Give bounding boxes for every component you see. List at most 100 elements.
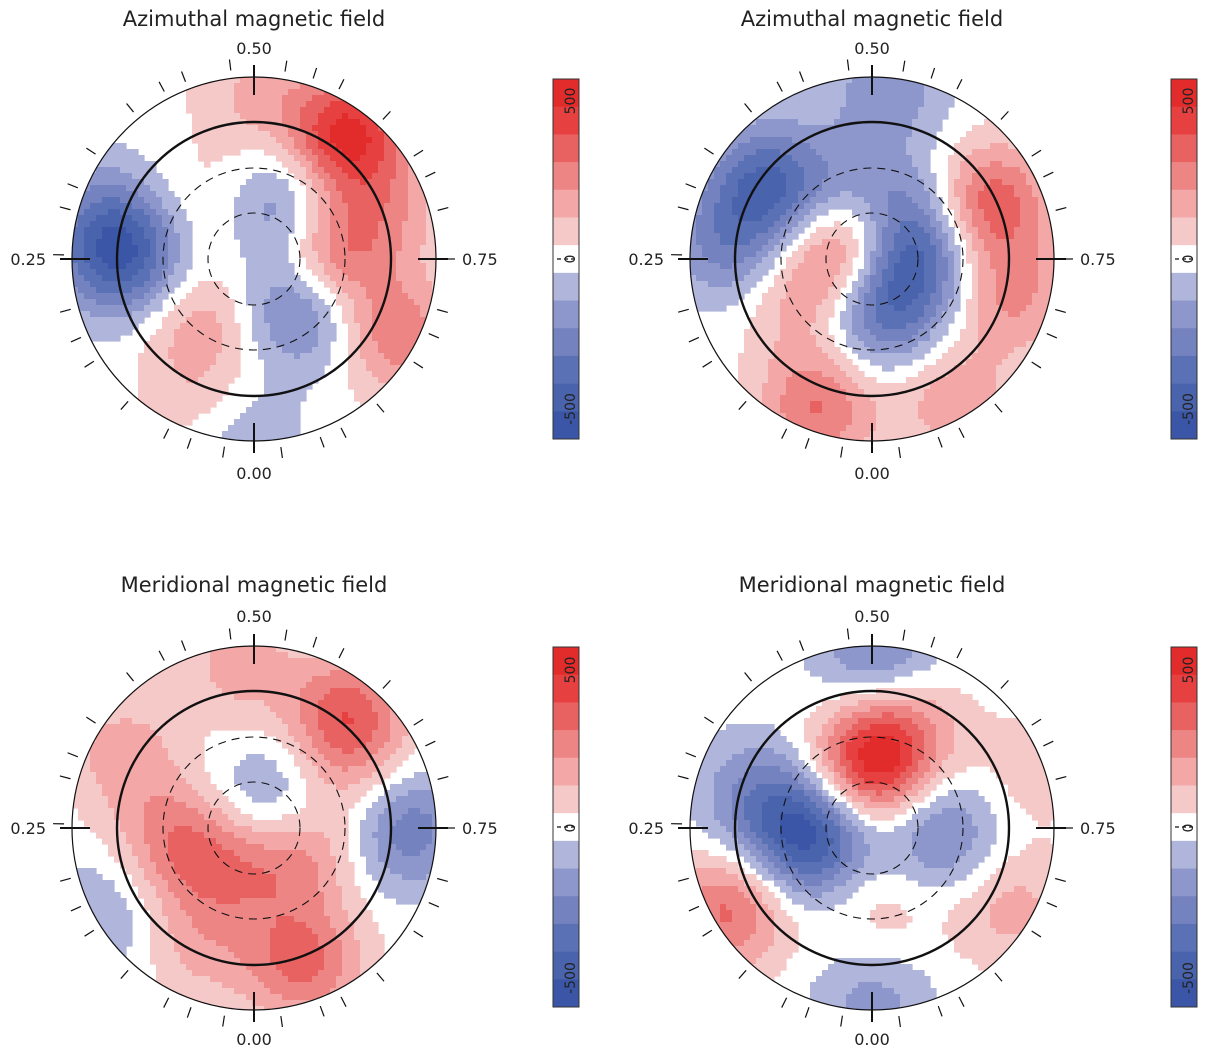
field-cell — [216, 95, 223, 102]
field-cell — [870, 245, 877, 252]
field-cell — [846, 131, 853, 138]
field-cell — [372, 239, 379, 246]
field-cell — [816, 149, 823, 156]
field-cell — [414, 257, 421, 264]
field-cell — [834, 107, 841, 114]
field-cell — [312, 359, 319, 366]
field-cell — [354, 275, 361, 282]
field-cell — [306, 113, 313, 120]
field-cell — [222, 347, 229, 354]
field-cell — [246, 95, 253, 102]
field-cell — [720, 185, 727, 192]
phase-tick — [312, 67, 318, 79]
field-cell — [114, 329, 121, 336]
field-cell — [114, 299, 121, 306]
field-cell — [792, 251, 799, 258]
field-cell — [102, 287, 109, 294]
field-cell — [936, 89, 943, 96]
field-cell — [690, 227, 697, 234]
field-cell — [972, 335, 979, 342]
field-cell — [252, 83, 259, 90]
field-cell — [948, 383, 955, 390]
field-cell — [1038, 221, 1045, 228]
field-cell — [942, 287, 949, 294]
field-cell — [1032, 323, 1039, 330]
field-cell — [90, 329, 97, 336]
field-cell — [918, 131, 925, 138]
field-cell — [294, 101, 301, 108]
field-cell — [786, 101, 793, 108]
field-cell — [162, 275, 169, 282]
field-cell — [258, 77, 265, 84]
field-cell — [300, 395, 307, 402]
field-cell — [90, 203, 97, 210]
field-cell — [306, 173, 313, 180]
field-cell — [240, 143, 247, 150]
field-cell — [210, 383, 217, 390]
field-cell — [90, 197, 97, 204]
field-cell — [810, 167, 817, 174]
field-cell — [168, 287, 175, 294]
field-cell — [180, 317, 187, 324]
field-cell — [1002, 173, 1009, 180]
field-cell — [774, 119, 781, 126]
field-cell — [264, 299, 271, 306]
field-cell — [204, 377, 211, 384]
field-cell — [978, 215, 985, 222]
field-cell — [744, 281, 751, 288]
field-cell — [738, 161, 745, 168]
field-cell — [402, 167, 409, 174]
field-cell — [924, 311, 931, 318]
field-cell — [1008, 299, 1015, 306]
field-cell — [792, 161, 799, 168]
field-cell — [702, 209, 709, 216]
field-cell — [930, 395, 937, 402]
field-cell — [228, 83, 235, 90]
field-cell — [204, 323, 211, 330]
field-cell — [150, 197, 157, 204]
field-cell — [408, 155, 415, 162]
field-cell — [732, 203, 739, 210]
field-cell — [108, 209, 115, 216]
field-cell — [126, 173, 133, 180]
field-cell — [288, 389, 295, 396]
field-cell — [966, 377, 973, 384]
field-cell — [804, 101, 811, 108]
field-cell — [198, 95, 205, 102]
field-cell — [276, 365, 283, 372]
field-cell — [852, 185, 859, 192]
field-cell — [972, 401, 979, 408]
field-cell — [828, 311, 835, 318]
field-cell — [798, 311, 805, 318]
field-cell — [900, 203, 907, 210]
field-cell — [888, 287, 895, 294]
field-cell — [816, 257, 823, 264]
field-cell — [822, 155, 829, 162]
field-cell — [204, 155, 211, 162]
field-cell — [834, 161, 841, 168]
field-cell — [192, 107, 199, 114]
field-cell — [786, 89, 793, 96]
field-cell — [858, 305, 865, 312]
field-cell — [864, 209, 871, 216]
phase-tick — [84, 360, 95, 368]
field-cell — [768, 335, 775, 342]
field-cell — [240, 437, 247, 441]
field-cell — [288, 161, 295, 168]
field-cell — [240, 107, 247, 114]
field-cell — [234, 419, 241, 426]
field-cell — [954, 155, 961, 162]
field-cell — [978, 143, 985, 150]
field-cell — [210, 107, 217, 114]
field-cell — [768, 359, 775, 366]
field-cell — [996, 227, 1003, 234]
field-cell — [1044, 251, 1051, 258]
field-cell — [180, 215, 187, 222]
field-cell — [354, 233, 361, 240]
field-cell — [738, 359, 745, 366]
field-cell — [948, 347, 955, 354]
field-cell — [168, 389, 175, 396]
field-cell — [366, 119, 373, 126]
field-cell — [204, 359, 211, 366]
field-cell — [1002, 191, 1009, 198]
